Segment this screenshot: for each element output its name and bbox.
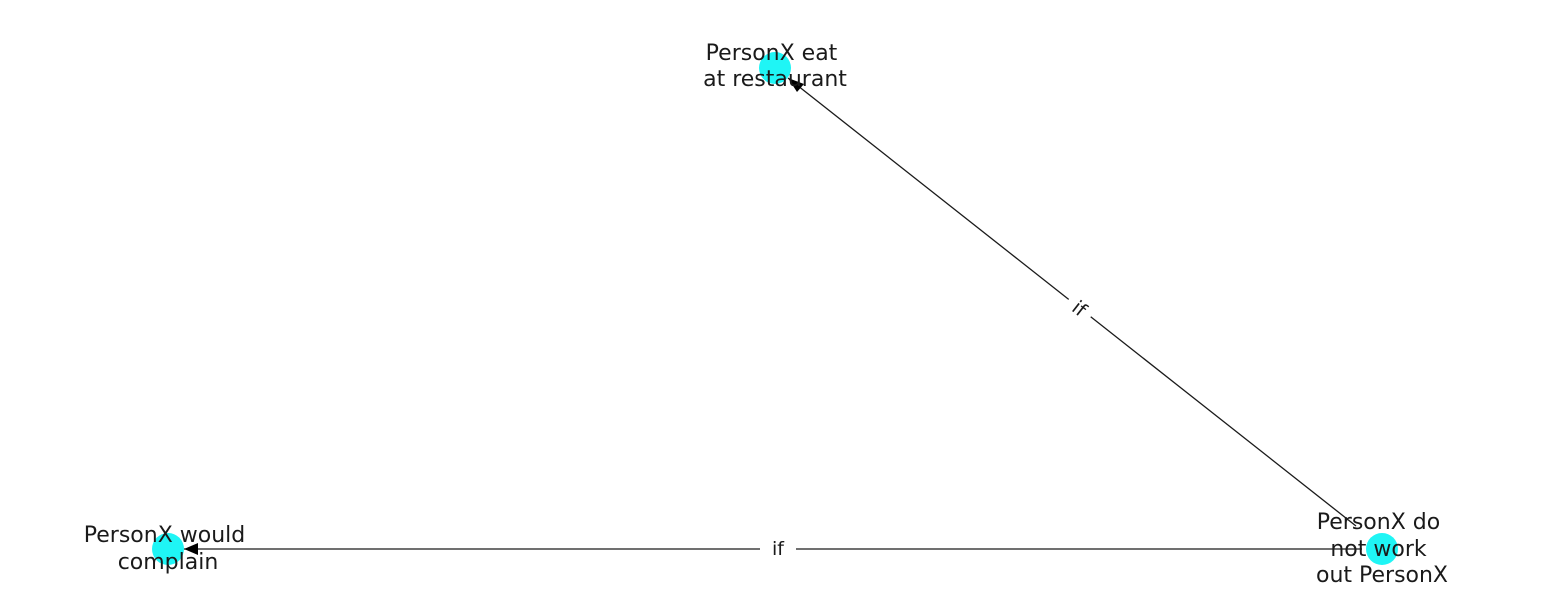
nodes-layer: PersonX eat at restaurant PersonX would … bbox=[84, 41, 1448, 588]
node-label-line: not work bbox=[1330, 537, 1427, 562]
node-label-line: out PersonX bbox=[1316, 563, 1448, 588]
node-circle bbox=[759, 52, 791, 84]
node-label-line: PersonX eat bbox=[706, 41, 838, 66]
node-circle bbox=[152, 533, 184, 565]
node-eat-at-restaurant: PersonX eat at restaurant bbox=[703, 41, 847, 92]
arrow-head bbox=[788, 78, 804, 92]
edge-label-background bbox=[760, 536, 796, 562]
node-label-line: PersonX do bbox=[1317, 510, 1440, 535]
edge-label: if bbox=[772, 538, 785, 560]
node-label-line: at restaurant bbox=[703, 67, 847, 92]
node-circle bbox=[1366, 533, 1398, 565]
node-would-complain: PersonX would complain bbox=[84, 523, 252, 575]
edge-label-group: if bbox=[760, 536, 796, 562]
arrow-head bbox=[184, 543, 198, 555]
edge-notwork-to-complain: if bbox=[184, 536, 1362, 562]
node-label-line: PersonX would bbox=[84, 523, 245, 548]
edge-label-background bbox=[1059, 290, 1099, 328]
node-label: PersonX do not work out PersonX bbox=[1316, 510, 1448, 588]
node-label: PersonX would complain bbox=[84, 523, 252, 575]
edge-notwork-to-eat: if bbox=[787, 77, 1357, 527]
node-label: PersonX eat at restaurant bbox=[703, 41, 847, 92]
edges-layer: if if bbox=[184, 77, 1362, 562]
edge-label-group: if bbox=[1059, 290, 1099, 328]
node-label-line: complain bbox=[118, 550, 219, 575]
node-not-work-out: PersonX do not work out PersonX bbox=[1316, 510, 1448, 588]
